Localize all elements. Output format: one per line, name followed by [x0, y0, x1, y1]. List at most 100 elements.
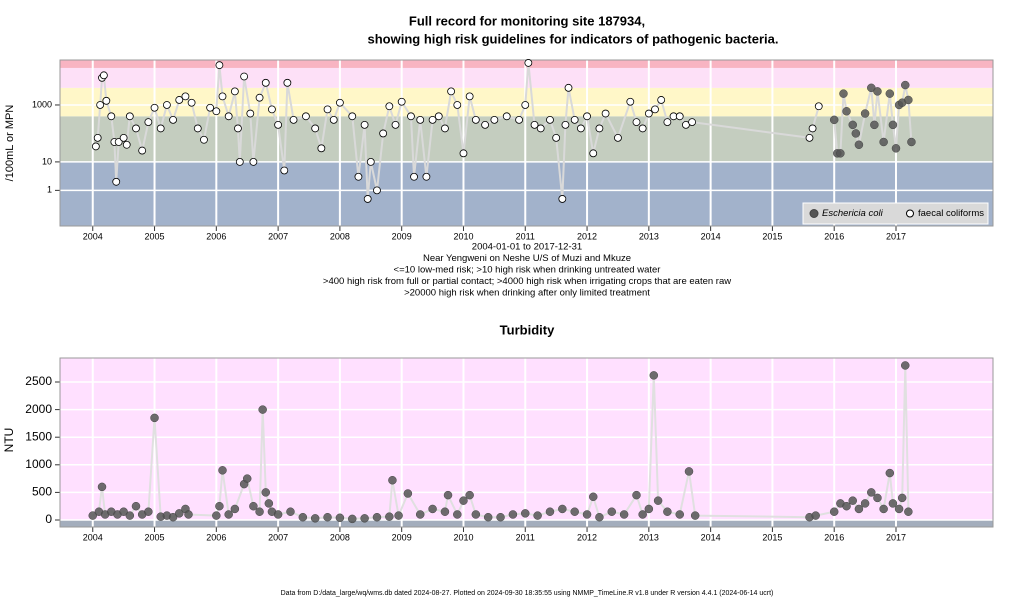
legend-label: Eschericia coli — [822, 208, 884, 219]
data-point — [663, 507, 672, 516]
data-point — [212, 107, 221, 116]
data-point — [212, 511, 221, 520]
x-tick-label: 2004 — [83, 532, 103, 542]
data-point — [901, 80, 910, 90]
data-point — [264, 499, 274, 508]
x-tick-label: 2017 — [886, 532, 906, 542]
data-point — [545, 507, 555, 516]
data-point — [335, 98, 344, 107]
data-point — [570, 507, 579, 516]
data-point — [459, 149, 468, 158]
x-tick-label: 2014 — [701, 231, 721, 241]
data-point — [614, 133, 622, 142]
data-point — [901, 361, 910, 370]
data-point — [653, 496, 663, 505]
data-point — [168, 512, 178, 522]
data-point — [453, 510, 462, 519]
data-point — [471, 510, 481, 519]
data-point — [649, 371, 659, 380]
x-tick-label: 2009 — [392, 231, 412, 241]
y-axis-label: /100mL or MPN — [4, 105, 16, 182]
data-point — [459, 496, 468, 505]
data-point — [873, 493, 882, 503]
data-point — [546, 115, 554, 124]
data-point — [184, 510, 193, 519]
x-tick-label: 2010 — [453, 231, 473, 241]
note: Near Yengweni on Neshe U/S of Muzi and M… — [423, 253, 631, 264]
legend-marker — [809, 209, 819, 218]
legend-box — [802, 202, 989, 225]
data-point — [607, 507, 617, 516]
data-point — [867, 488, 876, 497]
data-point — [483, 512, 493, 522]
data-point — [888, 120, 898, 130]
data-point — [91, 142, 100, 151]
x-tick-label: 2007 — [268, 231, 288, 241]
data-point — [354, 172, 363, 181]
data-point — [558, 195, 567, 203]
x-tick-label: 2014 — [701, 532, 721, 542]
data-point — [879, 504, 888, 514]
chart-title: Full record for monitoring site 187934, — [409, 13, 645, 28]
data-point — [644, 109, 653, 118]
data-point — [385, 102, 394, 111]
data-point — [268, 105, 276, 114]
data-point — [508, 510, 518, 519]
x-tick-label: 2012 — [577, 532, 597, 542]
data-point — [588, 492, 598, 502]
data-point — [131, 501, 141, 511]
data-point — [323, 512, 332, 522]
data-point — [363, 195, 372, 203]
data-point — [385, 512, 394, 521]
data-point — [601, 109, 610, 118]
data-point — [329, 115, 338, 124]
data-point — [302, 112, 310, 121]
data-point — [644, 504, 654, 514]
data-point — [675, 510, 684, 519]
data-point — [107, 112, 116, 121]
data-point — [854, 140, 864, 150]
note: >400 high risk from full or partial cont… — [323, 276, 731, 287]
data-point — [144, 507, 153, 516]
y-tick-label: 500 — [32, 485, 52, 499]
data-point — [372, 512, 382, 522]
data-point — [415, 510, 425, 519]
data-point — [582, 510, 592, 519]
data-point — [181, 92, 190, 101]
data-point — [515, 115, 523, 124]
data-point — [258, 405, 267, 414]
data-point — [888, 499, 898, 508]
x-tick-label: 2016 — [824, 231, 844, 241]
data-point — [360, 120, 369, 129]
data-point — [388, 476, 397, 485]
data-point — [829, 115, 839, 125]
data-point — [88, 511, 97, 520]
data-point — [102, 96, 111, 105]
data-point — [323, 105, 332, 114]
y-tick-label: 2500 — [25, 374, 52, 388]
data-point — [407, 112, 415, 121]
x-tick-label: 2011 — [516, 231, 535, 241]
x-tick-label: 2015 — [762, 231, 782, 241]
x-tick-label: 2005 — [145, 231, 165, 241]
data-point — [261, 488, 271, 497]
data-point — [619, 510, 629, 519]
data-point — [410, 172, 418, 181]
data-point — [230, 87, 239, 96]
y-tick-label: 1000 — [25, 457, 52, 471]
data-point — [870, 120, 879, 130]
data-point — [805, 133, 814, 142]
data-point — [440, 507, 450, 516]
data-point — [348, 112, 357, 121]
data-point — [842, 107, 851, 116]
data-point — [360, 514, 369, 523]
data-point — [112, 177, 121, 186]
data-point — [536, 124, 545, 133]
data-point — [897, 493, 907, 503]
data-point — [150, 103, 159, 112]
x-tick-label: 2016 — [824, 532, 844, 542]
data-point — [558, 504, 567, 514]
data-point — [904, 95, 913, 105]
data-point — [175, 509, 184, 518]
